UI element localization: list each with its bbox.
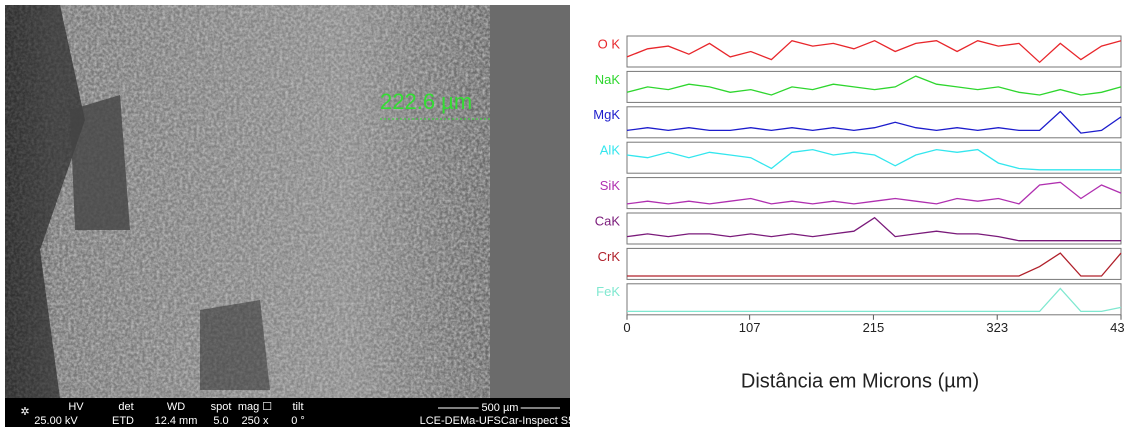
- panel: [627, 107, 1121, 138]
- series-label: O K: [598, 36, 621, 51]
- info-value: 12.4 mm: [155, 415, 198, 427]
- series-line: [627, 150, 1121, 170]
- info-header: mag ☐: [238, 401, 272, 413]
- info-header: det: [118, 401, 133, 413]
- series-line: [627, 253, 1121, 276]
- figure: 222.6 µm ✲ O K NaK MgK AlK SiK CaK CrK FeK 0 107 2…: [0, 0, 1125, 427]
- line-scan: O K NaK MgK AlK SiK CaK CrK FeK 0 107 215 323 431 Dis…: [593, 36, 1125, 392]
- series-line: [627, 218, 1121, 241]
- info-value: 25.00 kV: [34, 415, 78, 427]
- instrument: LCE-DEMa-UFSCar-Inspect S50: [420, 415, 581, 427]
- series-line: [627, 289, 1121, 312]
- sem-image: 222.6 µm: [5, 5, 570, 398]
- info-header: spot: [211, 401, 232, 413]
- scale-label: 222.6 µm: [380, 89, 472, 114]
- series-label: CaK: [595, 213, 621, 228]
- info-value: 250 x: [242, 415, 269, 427]
- series-line: [627, 76, 1121, 95]
- x-axis-label: Distância em Microns (µm): [741, 370, 979, 392]
- series-label: MgK: [593, 107, 620, 122]
- x-tick-label: 0: [623, 320, 630, 335]
- panel: [627, 248, 1121, 279]
- series-line: [627, 112, 1121, 134]
- info-value: 5.0: [213, 415, 228, 427]
- panel: [627, 284, 1121, 315]
- x-tick-label: 431: [1110, 320, 1125, 335]
- panel: [627, 71, 1121, 102]
- info-value: 0 °: [291, 415, 305, 427]
- series-line: [627, 41, 1121, 63]
- panel: [627, 142, 1121, 173]
- page: 222.6 µm ✲ O K NaK MgK AlK SiK CaK CrK FeK 0 107 2…: [0, 0, 1125, 432]
- scale-bar-label: 500 µm: [482, 402, 519, 414]
- series-label: SiK: [600, 178, 621, 193]
- x-tick-label: 107: [739, 320, 761, 335]
- svg-text:✲: ✲: [20, 406, 29, 418]
- info-header: HV: [68, 401, 84, 413]
- panel: [627, 178, 1121, 209]
- series-label: AlK: [600, 143, 621, 158]
- series-label: FeK: [596, 284, 620, 299]
- x-tick-label: 215: [863, 320, 885, 335]
- series-label: NaK: [595, 72, 621, 87]
- info-header: tilt: [293, 401, 304, 413]
- info-header: WD: [167, 401, 185, 413]
- x-tick-label: 323: [986, 320, 1008, 335]
- series-label: CrK: [598, 249, 621, 264]
- info-value: ETD: [112, 415, 134, 427]
- series-line: [627, 182, 1121, 204]
